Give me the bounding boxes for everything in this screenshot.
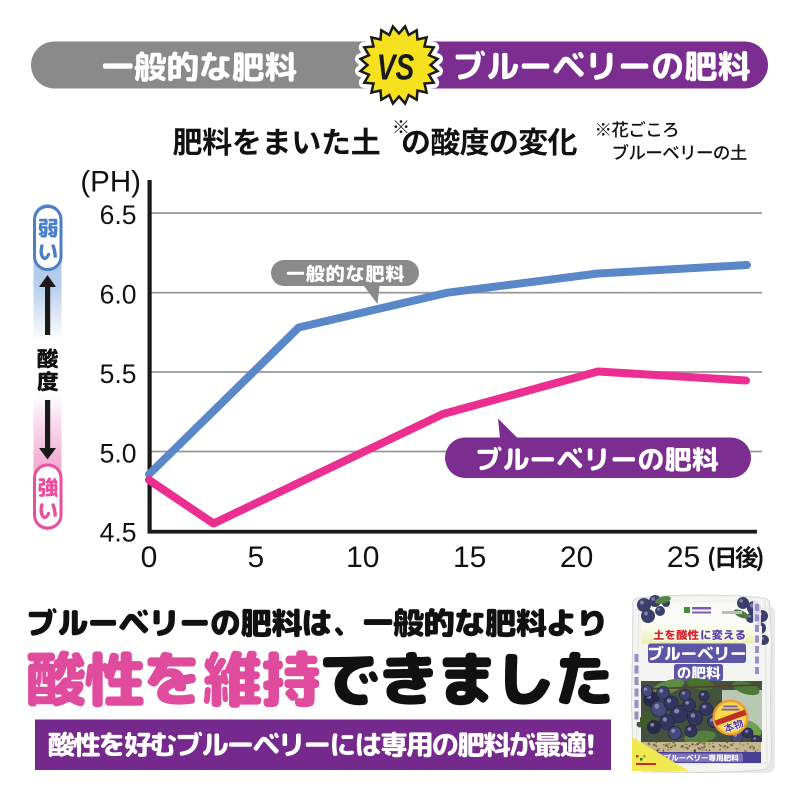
svg-text:5: 5 (248, 541, 265, 574)
svg-text:6.0: 6.0 (100, 280, 137, 310)
svg-text:4.5: 4.5 (100, 518, 137, 548)
svg-text:25: 25 (667, 541, 700, 574)
svg-text:0: 0 (141, 541, 158, 574)
svg-text:(PH): (PH) (80, 166, 141, 199)
svg-text:15: 15 (453, 541, 486, 574)
svg-text:20: 20 (560, 541, 593, 574)
svg-text:VS: VS (377, 47, 415, 87)
svg-text:5.0: 5.0 (100, 439, 137, 469)
svg-text:6.5: 6.5 (100, 200, 137, 230)
svg-text:5.5: 5.5 (100, 359, 137, 389)
svg-text:10: 10 (346, 541, 379, 574)
